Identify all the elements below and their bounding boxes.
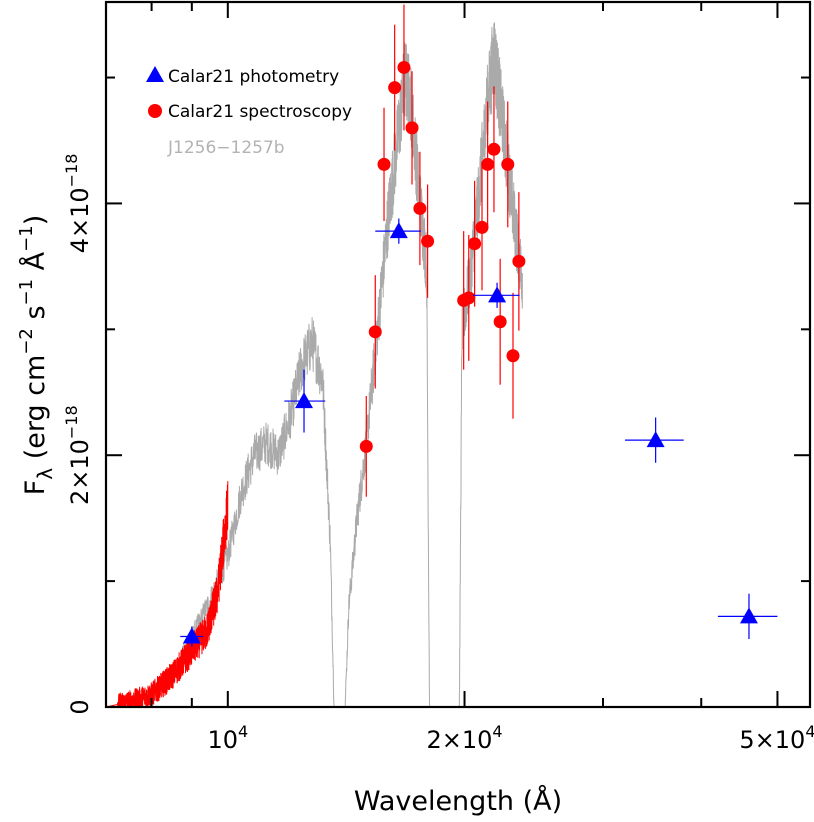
spectroscopy-point: [377, 157, 391, 171]
spectroscopy-point: [359, 439, 373, 453]
spectroscopy-point: [493, 315, 507, 329]
spectroscopy-point: [501, 157, 515, 171]
axis-ticks: [105, 2, 810, 708]
x-tick-labels: 104 2×104 5×104: [207, 722, 814, 754]
photometry-point: [295, 392, 314, 409]
x-axis-label: Wavelength (Å): [354, 785, 562, 817]
legend-photometry-marker: [146, 66, 164, 82]
spectroscopy-point: [388, 81, 402, 95]
optical-spectrum-layer: [105, 481, 229, 708]
y-tick-label: 4×10−18: [62, 154, 94, 254]
x-tick-label: 5×104: [739, 722, 814, 754]
photometry-point: [739, 607, 758, 624]
spectroscopy-point: [512, 254, 526, 268]
spectroscopy-point: [405, 121, 419, 135]
spectroscopy-point: [506, 349, 520, 363]
photometry-point: [182, 627, 201, 644]
photometry-point: [488, 286, 507, 303]
y-tick-label-text: 4×10−18: [62, 154, 94, 254]
spectroscopy-layer: [359, 4, 526, 497]
y-tick-label-text: 0: [66, 699, 94, 714]
legend-spectroscopy-marker: [148, 104, 162, 118]
optical-spectrum-line: [105, 481, 229, 708]
spectroscopy-point: [421, 234, 435, 248]
legend: Calar21 photometry Calar21 spectroscopy …: [146, 66, 352, 158]
spectroscopy-point: [413, 201, 427, 215]
spectroscopy-point: [481, 157, 495, 171]
spectroscopy-point: [368, 325, 382, 339]
spectroscopy-point: [468, 237, 482, 251]
photometry-point: [389, 222, 408, 239]
model-spectrum-layer: [115, 22, 523, 708]
model-spectrum-line: [115, 22, 523, 708]
photometry-layer: [180, 218, 778, 647]
y-tick-labels: 0 2×10−18 4×10−18: [62, 154, 94, 715]
legend-model-label: J1256−1257b: [167, 138, 285, 158]
y-tick-label: 2×10−18: [62, 405, 94, 505]
y-tick-label: 0: [66, 699, 94, 714]
x-tick-label: 104: [207, 722, 248, 754]
spectroscopy-point: [397, 60, 411, 74]
svg-text:Fλ (erg cm−2 s−1 Å−1): Fλ (erg cm−2 s−1 Å−1): [16, 215, 57, 496]
x-tick-label: 2×104: [426, 722, 502, 754]
legend-photometry-label: Calar21 photometry: [168, 67, 339, 87]
legend-spectroscopy-label: Calar21 spectroscopy: [168, 102, 352, 122]
spectroscopy-point: [462, 291, 476, 305]
y-tick-label-text: 2×10−18: [62, 405, 94, 505]
spectroscopy-point: [487, 142, 501, 156]
photometry-point: [646, 431, 665, 448]
y-axis-label: Fλ (erg cm−2 s−1 Å−1): [16, 215, 57, 496]
spectroscopy-point: [475, 220, 489, 234]
plot-frame: [104, 0, 812, 709]
